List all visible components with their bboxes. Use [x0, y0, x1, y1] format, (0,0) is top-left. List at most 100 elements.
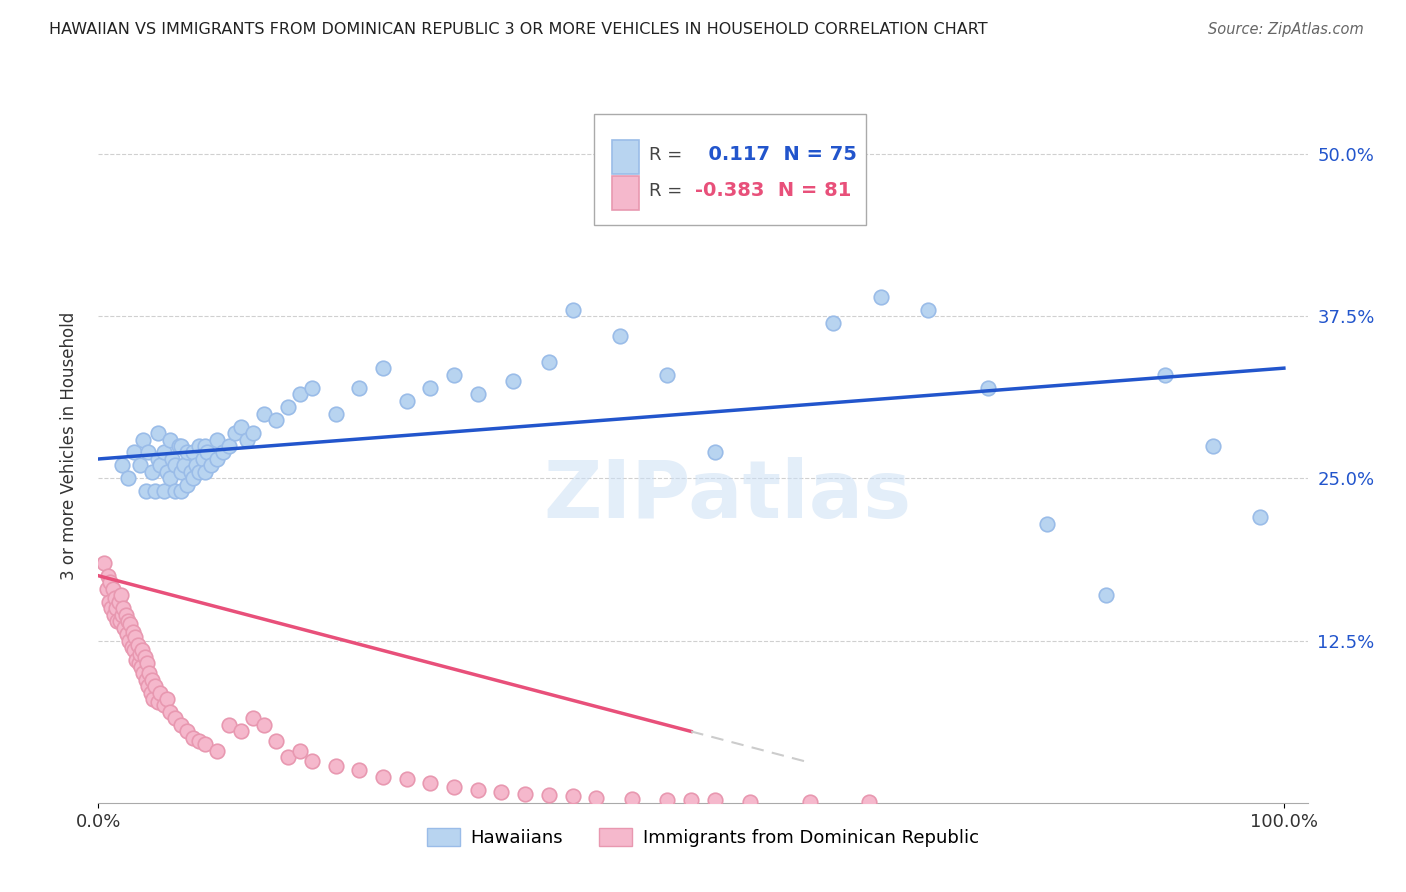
Point [823, 316, 845, 330]
Point [740, 173, 762, 187]
Point [134, 650, 156, 665]
Point [98, 575, 121, 590]
Point [218, 718, 240, 732]
Point [301, 754, 323, 768]
FancyBboxPatch shape [595, 114, 866, 225]
Point [799, 795, 821, 809]
Point [165, 711, 187, 725]
Point [159, 705, 181, 719]
Point [105, 614, 128, 628]
Point [143, 484, 166, 499]
Point [242, 711, 264, 725]
Point [395, 393, 418, 408]
Point [122, 642, 145, 657]
Point [325, 759, 347, 773]
Point [136, 656, 159, 670]
Point [156, 692, 179, 706]
Point [1249, 510, 1271, 524]
Point [139, 685, 162, 699]
Point [775, 199, 797, 213]
Point [146, 425, 169, 440]
Point [288, 387, 311, 401]
Text: ZIPatlas: ZIPatlas [543, 457, 911, 535]
Point [128, 656, 150, 670]
Point [143, 679, 166, 693]
Point [170, 484, 193, 499]
Point [537, 788, 560, 802]
Point [301, 381, 323, 395]
FancyBboxPatch shape [613, 176, 638, 210]
Point [191, 452, 214, 467]
Point [205, 744, 228, 758]
Point [1095, 588, 1118, 602]
Point [129, 458, 152, 473]
Point [176, 445, 198, 459]
Point [561, 789, 583, 804]
Point [149, 685, 172, 699]
Text: R =: R = [648, 146, 682, 164]
Point [101, 582, 124, 596]
Point [110, 588, 132, 602]
Point [141, 465, 163, 479]
Point [858, 795, 880, 809]
Point [1154, 368, 1177, 382]
Point [111, 458, 134, 473]
Point [97, 568, 120, 582]
Point [149, 458, 172, 473]
Point [264, 413, 287, 427]
Point [170, 439, 193, 453]
Text: -0.383  N = 81: -0.383 N = 81 [695, 181, 851, 200]
Point [180, 465, 202, 479]
Point [131, 642, 153, 657]
Legend: Hawaiians, Immigrants from Dominican Republic: Hawaiians, Immigrants from Dominican Rep… [420, 821, 986, 855]
Point [200, 458, 222, 473]
Point [159, 433, 181, 447]
Point [136, 679, 159, 693]
Point [152, 698, 174, 713]
Point [371, 361, 394, 376]
Point [419, 776, 441, 790]
Point [1036, 516, 1059, 531]
Point [229, 419, 252, 434]
Point [740, 795, 762, 809]
Point [703, 793, 725, 807]
Point [112, 601, 135, 615]
Point [467, 782, 489, 797]
Point [160, 452, 183, 467]
Text: 0.117  N = 75: 0.117 N = 75 [695, 145, 856, 164]
Point [264, 733, 287, 747]
Point [181, 731, 204, 745]
Point [152, 445, 174, 459]
Point [98, 595, 121, 609]
Point [118, 633, 141, 648]
Point [108, 614, 131, 628]
Point [100, 601, 122, 615]
Point [347, 764, 370, 778]
Y-axis label: 3 or more Vehicles in Household: 3 or more Vehicles in Household [59, 312, 77, 580]
Point [181, 471, 204, 485]
Point [224, 425, 246, 440]
Point [467, 387, 489, 401]
Point [173, 458, 195, 473]
Point [253, 718, 276, 732]
Point [121, 624, 143, 639]
Point [194, 738, 217, 752]
Point [188, 733, 211, 747]
Point [111, 607, 134, 622]
Point [620, 792, 643, 806]
Point [132, 666, 155, 681]
Point [120, 616, 142, 631]
Point [188, 439, 211, 453]
Point [127, 638, 149, 652]
Point [167, 439, 190, 453]
Point [121, 640, 143, 654]
Point [176, 724, 198, 739]
Point [537, 354, 560, 368]
Point [976, 381, 998, 395]
Point [277, 750, 299, 764]
Point [129, 659, 152, 673]
Point [443, 780, 465, 795]
Point [103, 607, 125, 622]
Point [212, 445, 235, 459]
Point [347, 381, 370, 395]
